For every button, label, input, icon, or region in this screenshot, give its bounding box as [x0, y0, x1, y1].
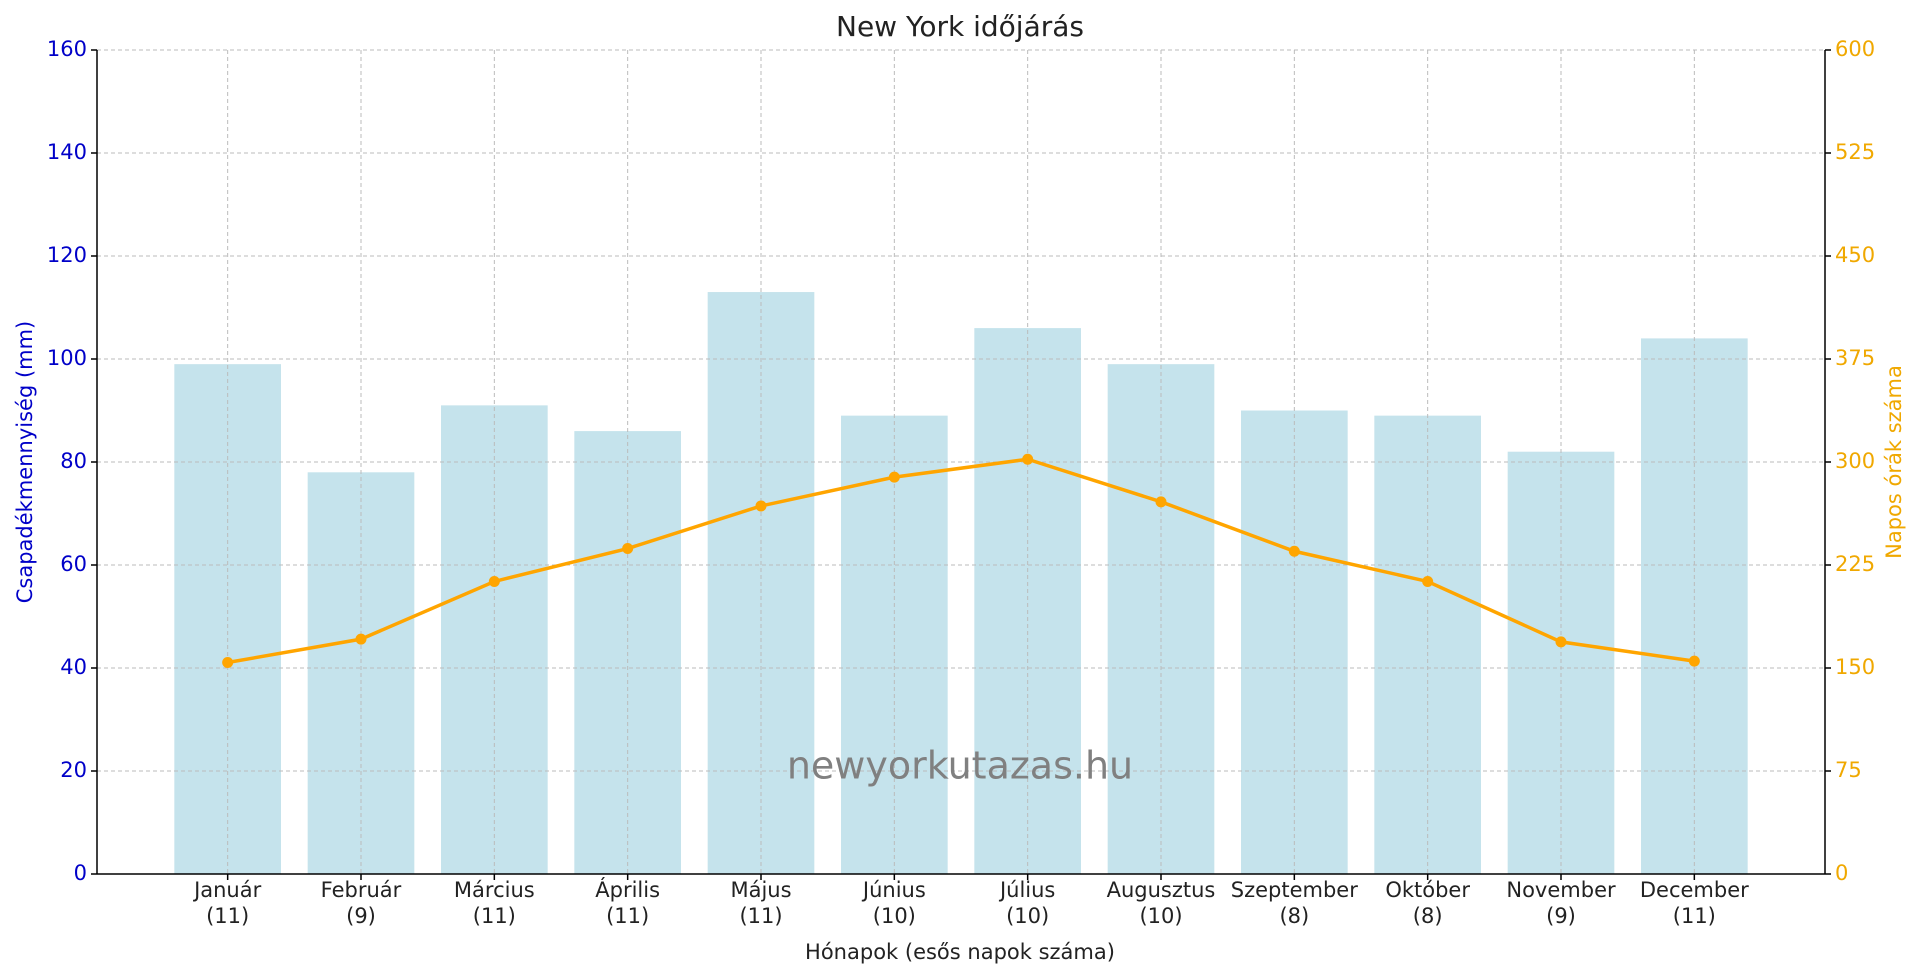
- line: [227, 457, 1695, 665]
- x-tick-label: Március: [454, 878, 535, 902]
- x-tick-sublabel: (11): [1673, 904, 1716, 928]
- x-tick-sublabel: (8): [1279, 904, 1309, 928]
- line-point: [1688, 655, 1700, 667]
- watermark: newyorkutazas.hu: [787, 744, 1133, 788]
- y-tick-label: 20: [60, 758, 87, 782]
- y2-tick-label: 525: [1835, 140, 1875, 164]
- y-tick-label: 80: [60, 449, 87, 473]
- x-tick-label: November: [1506, 878, 1616, 902]
- line-point: [888, 471, 900, 483]
- x-tick-label: Január: [192, 878, 262, 902]
- x-tick-sublabel: (10): [1006, 904, 1049, 928]
- y2-tick-label: 375: [1835, 346, 1875, 370]
- line-point: [1022, 453, 1034, 465]
- x-tick-sublabel: (8): [1413, 904, 1443, 928]
- line-point: [1555, 636, 1567, 648]
- y-tick-label: 60: [60, 552, 87, 576]
- y-tick-label: 40: [60, 655, 87, 679]
- y-tick-label: 160: [47, 37, 87, 61]
- y-axis-label: Csapadékmennyiség (mm): [13, 321, 37, 604]
- x-tick-label: Szeptember: [1231, 878, 1358, 902]
- y-tick-label: 100: [47, 346, 87, 370]
- x-tick-sublabel: (10): [873, 904, 916, 928]
- y-tick-label: 0: [74, 861, 87, 885]
- line-point: [1288, 545, 1300, 557]
- y2-tick-label: 225: [1835, 552, 1875, 576]
- y2-tick-label: 150: [1835, 655, 1875, 679]
- y-tick-label: 120: [47, 243, 87, 267]
- x-tick-label: Október: [1385, 878, 1470, 902]
- x-tick-label: Április: [595, 877, 660, 902]
- x-tick-sublabel: (11): [739, 904, 782, 928]
- line-point: [1155, 496, 1167, 508]
- y2-tick-label: 75: [1835, 758, 1862, 782]
- y2-tick-label: 450: [1835, 243, 1875, 267]
- line-point: [622, 543, 634, 555]
- x-tick-sublabel: (11): [206, 904, 249, 928]
- line-point: [222, 657, 234, 669]
- line-point: [1422, 575, 1434, 587]
- x-tick-label: December: [1640, 878, 1749, 902]
- chart-title: New York időjárás: [836, 10, 1084, 43]
- x-tick-sublabel: (9): [1546, 904, 1576, 928]
- bar: [974, 328, 1081, 875]
- line-point: [488, 575, 500, 587]
- x-tick-label: Július: [998, 878, 1055, 902]
- x-tick-sublabel: (10): [1139, 904, 1182, 928]
- x-tick-label: Augusztus: [1107, 878, 1216, 902]
- y2-tick-label: 0: [1835, 861, 1848, 885]
- line-point: [355, 633, 367, 645]
- line-point: [755, 500, 767, 512]
- x-axis-label: Hónapok (esős napok száma): [805, 940, 1115, 964]
- y2-tick-label: 300: [1835, 449, 1875, 473]
- x-tick-sublabel: (11): [473, 904, 516, 928]
- x-tick-sublabel: (11): [606, 904, 649, 928]
- x-tick-sublabel: (9): [346, 904, 376, 928]
- x-tick-label: Június: [861, 878, 926, 902]
- y2-tick-label: 600: [1835, 37, 1875, 61]
- y-tick-label: 140: [47, 140, 87, 164]
- x-tick-label: Február: [321, 878, 402, 902]
- x-tick-label: Május: [730, 878, 791, 902]
- y2-axis-label: Napos órák száma: [1882, 365, 1906, 559]
